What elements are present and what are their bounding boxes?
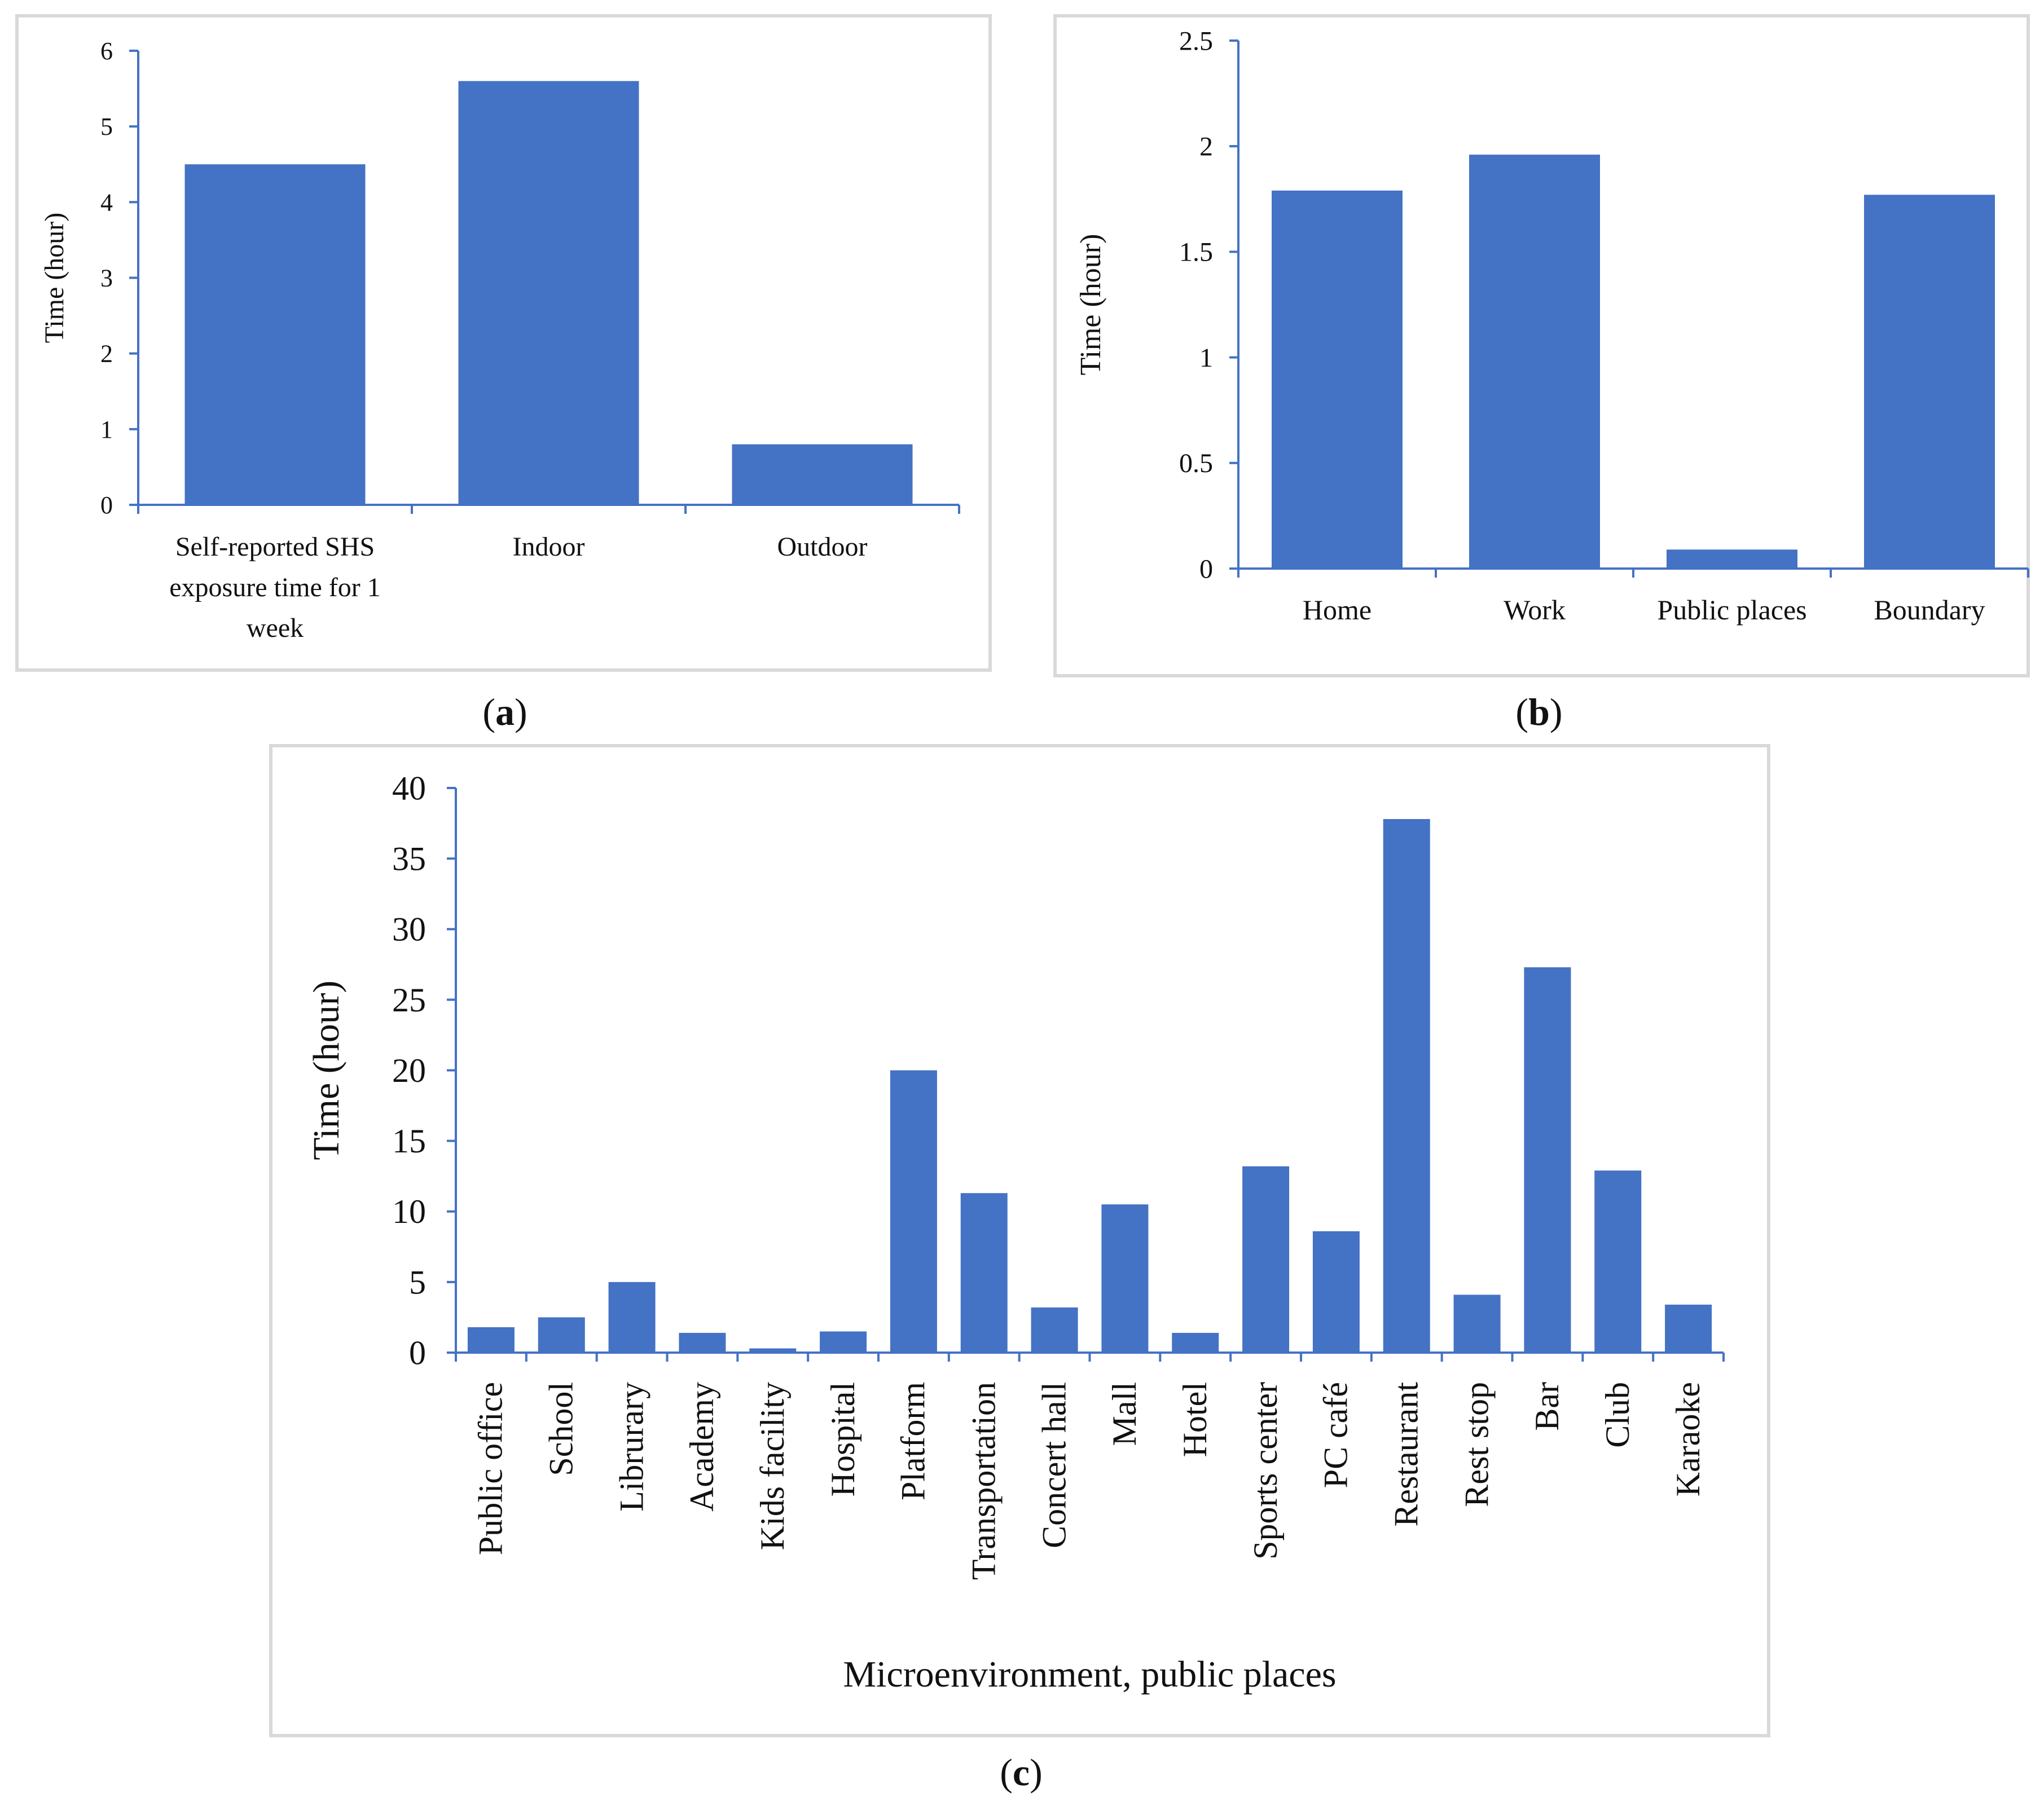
x-category-label-line: Self-reported SHS [175,532,375,562]
x-category-label-line: exposure time for 1 [169,573,381,602]
x-category-label: Rest stop [1458,1382,1495,1507]
bar [679,1332,726,1353]
x-category-label: Transportation [965,1382,1002,1580]
x-category-label: Sports center [1247,1382,1284,1560]
panel-c-frame [269,744,1770,1737]
bar [1864,195,1995,569]
x-category-label: Restaurant [1387,1382,1425,1527]
y-tick-label: 0 [1199,554,1213,584]
bar [184,164,366,505]
y-tick-label: 1 [100,416,113,443]
x-category-label: Platform [895,1382,932,1500]
panel-a-caption: (a) [482,690,527,733]
chart-b: 0 0.5 1 1.5 2 2.5 Home Work Public places Boundar… [1075,26,2029,626]
x-category-label-line: Outdoor [777,532,868,562]
bar [1272,190,1403,569]
y-tick-label: 3 [100,264,113,292]
y-tick-label: 1 [1199,343,1213,373]
x-category-label: Club [1599,1382,1636,1448]
x-category-label: Bar [1528,1382,1566,1431]
y-tick-label: 5 [100,113,113,140]
y-tick-label: 10 [392,1193,426,1230]
y-tick-label: 2 [100,340,113,368]
panel-c-caption-letter: c [1013,1751,1030,1794]
bar [1172,1332,1219,1353]
x-category-label-line: Boundary [1874,594,1985,626]
y-tick-label: 0 [100,491,113,519]
x-category-label: Self-reported SHS exposure time for 1 week [169,532,381,643]
y-tick-label: 0 [409,1334,426,1371]
y-tick-label: 5 [409,1264,426,1301]
x-category-label: Public places [1657,594,1806,626]
y-tick-label: 30 [392,911,426,948]
x-category-label-line: Indoor [513,532,585,562]
bar [1453,1295,1501,1353]
y-tick-label: 15 [392,1122,426,1160]
y-tick-label: 4 [100,188,113,216]
x-category-label-line: Home [1303,594,1372,626]
chart-c: 0 5 10 15 20 25 30 35 40 Public office School Libru… [306,769,1725,1695]
x-category-label: School [542,1382,579,1476]
y-axis-title: Time (hour) [1075,234,1107,376]
y-tick-label: 2.5 [1179,26,1213,56]
x-category-label: Hotel [1176,1382,1214,1457]
y-tick-label: 0.5 [1179,448,1213,478]
x-category-label: Kids facility [754,1382,791,1550]
y-axis-title: Time (hour) [306,980,347,1160]
x-category-label-line: Public places [1657,594,1806,626]
bar [1667,549,1797,569]
bar [1524,967,1571,1353]
x-category-label: Hospital [824,1382,861,1496]
x-category-label: PC café [1317,1382,1355,1488]
y-tick-label: 25 [392,981,426,1019]
bar [1031,1307,1078,1353]
bar [1383,819,1430,1353]
chart-a: 0 1 2 3 4 5 6 Self-reported SHS exposure time fo… [39,37,960,643]
panel-b-caption-letter: b [1528,690,1550,733]
bar [732,444,913,505]
x-category-label: Librurary [613,1382,650,1512]
bar [749,1348,797,1353]
y-tick-label: 20 [392,1052,426,1089]
bar [1242,1166,1290,1353]
bar [458,81,639,505]
x-category-label: Public office [472,1382,509,1555]
x-category-label: Karaoke [1669,1382,1707,1496]
bar [1665,1304,1712,1353]
bar [1312,1231,1360,1353]
y-tick-label: 6 [100,37,113,65]
bar [538,1317,585,1353]
x-category-label: Home [1303,594,1372,626]
bar [1469,155,1600,569]
y-tick-label: 35 [392,840,426,878]
bar [467,1327,515,1353]
x-axis-title: Microenvironment, public places [843,1654,1336,1695]
bar [608,1282,656,1353]
x-category-label: Boundary [1874,594,1985,626]
y-tick-label: 1.5 [1179,237,1213,267]
x-category-label: Indoor [513,532,585,562]
y-tick-label: 40 [392,769,426,807]
panel-a-caption-letter: a [495,690,515,733]
panel-c-caption: (c) [1000,1751,1043,1794]
y-axis-title: Time (hour) [39,213,69,344]
bar [1101,1204,1149,1353]
bar [890,1070,937,1353]
x-category-label: Outdoor [777,532,868,562]
x-category-label: Concert hall [1035,1382,1072,1548]
x-category-label-line: week [247,613,304,643]
bar [820,1331,867,1353]
x-category-label-line: Work [1504,594,1566,626]
x-category-label: Work [1504,594,1566,626]
y-tick-label: 2 [1199,132,1213,162]
bar [960,1193,1008,1353]
x-category-label: Mall [1106,1382,1143,1446]
bar [1594,1170,1642,1353]
panel-b-caption: (b) [1515,690,1562,733]
x-category-label: Academy [683,1382,720,1512]
